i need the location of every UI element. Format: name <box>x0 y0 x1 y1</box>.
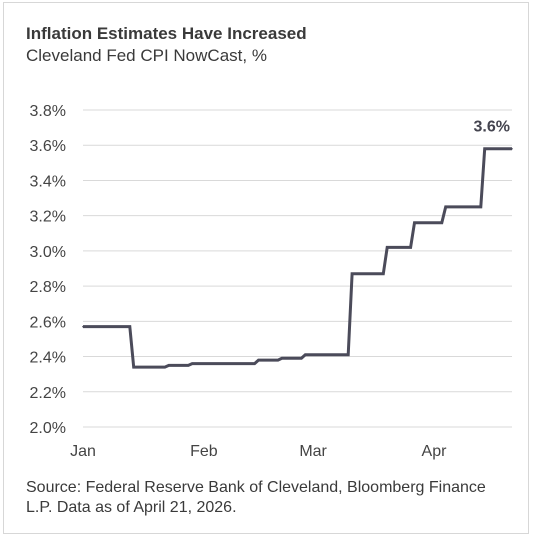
x-axis-ticks: Jan Feb Mar Apr <box>70 443 447 460</box>
data-point <box>82 325 84 328</box>
data-point <box>413 221 416 224</box>
data-point <box>187 364 190 367</box>
x-tick-label: Jan <box>70 443 96 460</box>
x-tick-label: Feb <box>190 443 218 460</box>
data-point <box>277 359 279 361</box>
data-point <box>382 272 385 275</box>
y-tick-label: 3.0% <box>30 244 66 261</box>
data-point <box>444 206 447 208</box>
y-tick-label: 2.8% <box>30 279 66 296</box>
data-point <box>386 246 389 249</box>
y-tick-label: 2.0% <box>30 420 66 437</box>
data-point <box>409 246 412 249</box>
data-point <box>257 359 260 361</box>
x-tick-label: Apr <box>422 443 448 460</box>
data-point <box>191 362 193 365</box>
chart-frame <box>3 2 529 534</box>
cpi-nowcast-line <box>83 147 512 369</box>
y-tick-label: 3.4% <box>30 173 66 190</box>
data-point <box>164 366 166 368</box>
y-tick-label: 3.8% <box>30 103 66 120</box>
data-point <box>129 325 131 328</box>
data-point <box>253 362 256 365</box>
data-point <box>480 206 482 208</box>
data-point <box>168 364 170 367</box>
end-value-label: 3.6% <box>474 119 510 136</box>
data-point <box>483 147 486 150</box>
y-axis-ticks: 2.0% 2.2% 2.4% 2.6% 2.8% 3.0% 3.2% 3.4% 3.6% 3.8% <box>30 103 66 437</box>
data-point <box>347 353 350 356</box>
series-area: 3.6% <box>82 119 513 369</box>
source-note: Source: Federal Reserve Bank of Clevelan… <box>26 479 486 516</box>
data-point <box>132 366 135 368</box>
y-tick-label: 2.6% <box>30 314 66 331</box>
gridlines <box>83 109 512 428</box>
chart-title: Inflation Estimates Have Increased <box>26 24 307 43</box>
data-point <box>351 272 353 275</box>
data-point <box>281 357 283 360</box>
y-tick-label: 2.2% <box>30 385 66 402</box>
data-point <box>300 357 303 360</box>
data-point <box>511 147 513 150</box>
chart-subtitle: Cleveland Fed CPI NowCast, % <box>26 46 267 65</box>
data-point <box>304 353 307 356</box>
y-tick-label: 3.2% <box>30 209 66 226</box>
x-tick-label: Mar <box>299 443 327 460</box>
y-tick-label: 2.4% <box>30 350 66 367</box>
y-tick-label: 3.6% <box>30 138 66 155</box>
data-point <box>441 221 443 224</box>
